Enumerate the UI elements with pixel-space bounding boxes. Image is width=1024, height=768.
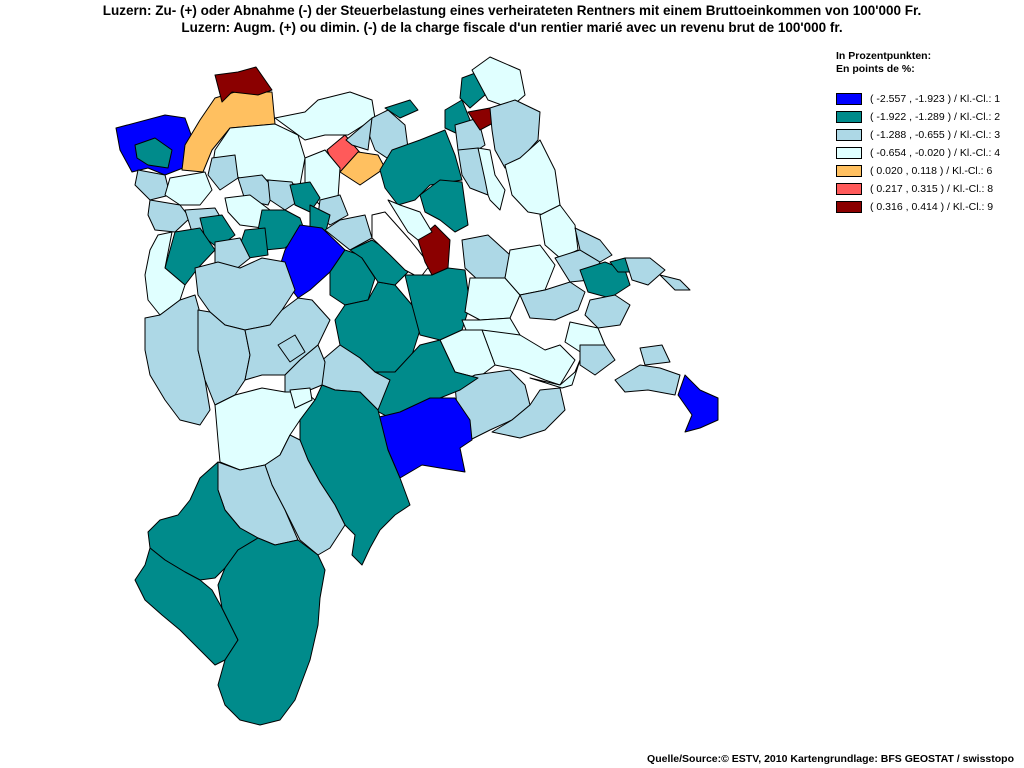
municipality-region — [539, 204, 579, 259]
municipality-region — [584, 294, 631, 329]
municipality-region — [529, 359, 581, 389]
legend-class-9: ( 0.316 , 0.414 ) / Kl.-Cl.: 9 — [836, 198, 1024, 216]
legend-class-1: ( -2.557 , -1.923 ) / Kl.-Cl.: 1 — [836, 90, 1024, 108]
municipality-region — [214, 387, 316, 471]
municipality-region — [387, 199, 433, 241]
legend-class-label: ( -1.922 , -1.289 ) / Kl.-Cl.: 2 — [870, 110, 1001, 123]
municipality-region — [339, 151, 386, 186]
municipality-region — [134, 547, 239, 666]
legend-heading: In Prozentpunkten: En points de %: — [836, 50, 1024, 76]
municipality-region — [379, 129, 463, 206]
municipality-region — [461, 234, 511, 281]
municipality-region — [519, 281, 586, 321]
municipality-region — [404, 267, 471, 341]
legend-swatch — [836, 147, 862, 159]
title-line-french: Luzern: Augm. (+) ou dimin. (-) de la ch… — [181, 20, 843, 35]
municipality-region — [274, 91, 376, 141]
legend-class-label: ( -0.654 , -0.020 ) / Kl.-Cl.: 4 — [870, 146, 1001, 159]
municipality-region — [491, 387, 566, 439]
municipality-region — [349, 239, 409, 286]
municipality-region — [214, 66, 273, 103]
legend-class-2: ( -1.922 , -1.289 ) / Kl.-Cl.: 2 — [836, 108, 1024, 126]
municipality-region — [277, 224, 346, 299]
municipality-region — [639, 344, 671, 366]
legend-class-list: ( -2.557 , -1.923 ) / Kl.-Cl.: 1 ( -1.92… — [836, 90, 1024, 216]
municipality-region — [277, 334, 306, 363]
legend-swatch — [836, 165, 862, 177]
legend-class-label: ( 0.217 , 0.315 ) / Kl.-Cl.: 8 — [870, 182, 994, 195]
legend-heading-french: En points de %: — [836, 63, 915, 75]
legend-class-label: ( -1.288 , -0.655 ) / Kl.-Cl.: 3 — [870, 128, 1001, 141]
legend-swatch — [836, 93, 862, 105]
municipality-region — [481, 329, 576, 386]
municipality-region — [457, 147, 489, 196]
legend-swatch — [836, 129, 862, 141]
municipality-region — [207, 154, 239, 191]
map-title: Luzern: Zu- (+) oder Abnahme (-) der Ste… — [0, 2, 1024, 36]
legend-swatch — [836, 183, 862, 195]
municipality-region — [164, 171, 213, 206]
municipality-region — [419, 179, 469, 233]
map-legend: In Prozentpunkten: En points de %: ( -2.… — [836, 50, 1024, 216]
legend-class-label: ( 0.316 , 0.414 ) / Kl.-Cl.: 9 — [870, 200, 994, 213]
legend-heading-german: In Prozentpunkten: — [836, 50, 932, 62]
municipality-region — [659, 274, 691, 291]
municipality-region — [574, 227, 613, 263]
municipality-region — [289, 387, 313, 409]
municipality-region — [329, 249, 376, 306]
municipality-region — [579, 344, 616, 376]
legend-class-4: ( -0.654 , -0.020 ) / Kl.-Cl.: 4 — [836, 144, 1024, 162]
municipality-region — [134, 137, 173, 169]
municipality-region — [677, 374, 719, 433]
municipality-region — [289, 181, 321, 213]
legend-class-8: ( 0.217 , 0.315 ) / Kl.-Cl.: 8 — [836, 180, 1024, 198]
municipality-region — [384, 99, 419, 119]
municipality-region — [134, 169, 171, 201]
municipality-region — [624, 257, 666, 286]
legend-class-6: ( 0.020 , 0.118 ) / Kl.-Cl.: 6 — [836, 162, 1024, 180]
legend-swatch — [836, 201, 862, 213]
municipality-region — [345, 117, 373, 151]
legend-class-3: ( -1.288 , -0.655 ) / Kl.-Cl.: 3 — [836, 126, 1024, 144]
legend-swatch — [836, 111, 862, 123]
title-line-german: Luzern: Zu- (+) oder Abnahme (-) der Ste… — [102, 3, 922, 18]
municipality-region — [614, 364, 681, 396]
municipality-region — [214, 237, 251, 271]
source-credit: Quelle/Source:© ESTV, 2010 Kartengrundla… — [647, 753, 1014, 765]
legend-class-label: ( -2.557 , -1.923 ) / Kl.-Cl.: 1 — [870, 92, 1001, 105]
municipality-region — [144, 294, 211, 426]
municipality-region — [147, 461, 259, 581]
legend-class-label: ( 0.020 , 0.118 ) / Kl.-Cl.: 6 — [870, 164, 993, 177]
municipality-region — [217, 537, 326, 726]
municipality-region — [471, 56, 526, 109]
municipality-region — [324, 214, 373, 251]
